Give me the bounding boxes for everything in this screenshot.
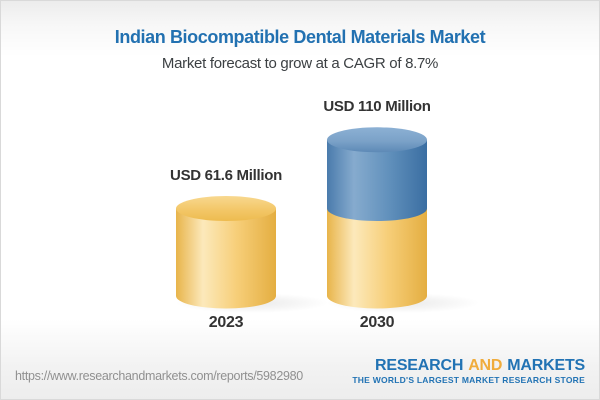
logo-word-and: AND (468, 357, 503, 374)
logo-word-markets: MARKETS (507, 357, 585, 374)
value-label-2023: USD 61.6 Million (170, 167, 282, 185)
category-label-2030: 2030 (359, 314, 395, 331)
cylinder-2030-segment-yellow (327, 208, 427, 309)
logo-tagline: THE WORLD'S LARGEST MARKET RESEARCH STOR… (352, 375, 585, 386)
logo-wordmark: RESEARCH AND MARKETS (375, 357, 585, 375)
research-and-markets-logo[interactable]: RESEARCH AND MARKETS THE WORLD'S LARGEST… (352, 357, 585, 387)
chart-subtitle: Market forecast to grow at a CAGR of 8.7… (161, 55, 439, 72)
cylinder-2030-segment-blue (327, 139, 427, 222)
category-label-2023: 2023 (208, 314, 244, 331)
cylinder-2030-cap (327, 127, 427, 153)
report-url[interactable]: https://www.researchandmarkets.com/repor… (15, 369, 303, 383)
chart-title: Indian Biocompatible Dental Materials Ma… (114, 27, 486, 47)
value-label-2030: USD 110 Million (323, 98, 431, 116)
logo-word-research: RESEARCH (375, 357, 464, 374)
cylinder-2023-segment-yellow (176, 208, 276, 309)
cylinder-2023-cap (176, 196, 276, 222)
